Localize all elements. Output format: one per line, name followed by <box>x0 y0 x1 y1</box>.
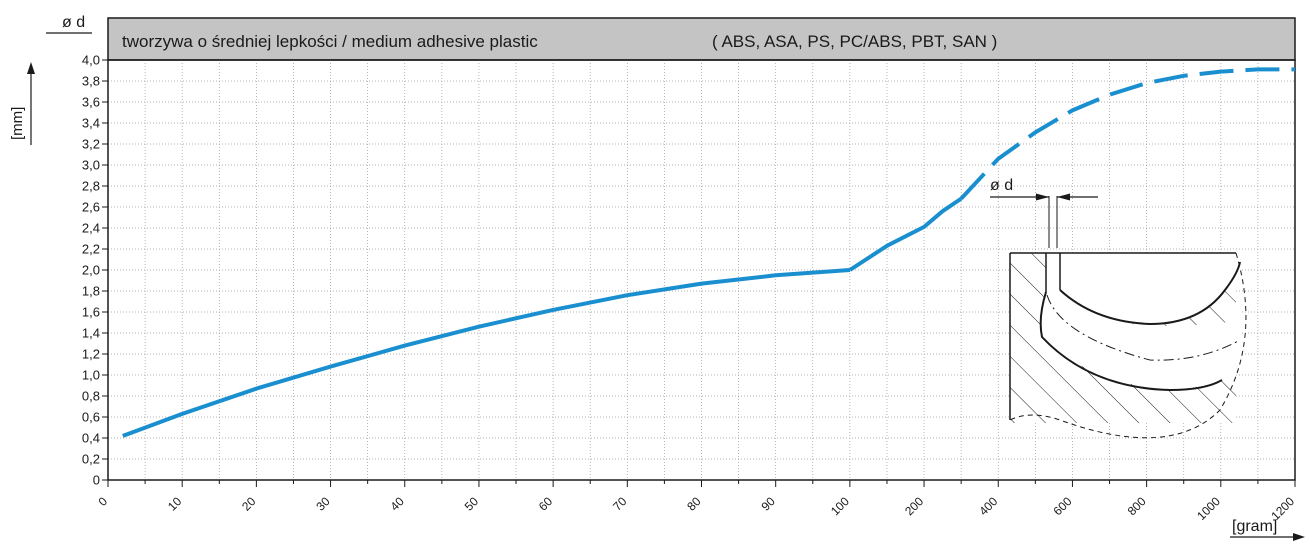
x-tick-label: 800 <box>1125 494 1149 518</box>
y-tick-label: 1,4 <box>82 326 100 341</box>
title-bar <box>107 17 1296 61</box>
chart-title: tworzywa o średniej lepkości / medium ad… <box>122 32 538 51</box>
y-tick-label: 4,0 <box>82 53 100 68</box>
x-axis-arrow <box>1230 533 1305 541</box>
x-tick-label: 40 <box>388 494 408 514</box>
y-tick-label: 0,6 <box>82 410 100 425</box>
x-tick-label: 200 <box>902 494 926 518</box>
grid <box>107 59 1296 481</box>
y-axis-label: [mm] <box>9 107 26 140</box>
x-axis-ticks: 0 10 20 30 40 50 60 70 80 90 100 200 400 600 800 1000 12… <box>95 480 1297 523</box>
x-tick-label: 50 <box>462 494 482 514</box>
inset-diameter-label: ø d <box>990 177 1013 194</box>
y-tick-label: 1,2 <box>82 347 100 362</box>
x-axis-label: [gram] <box>1232 518 1277 535</box>
y-tick-label: 0,2 <box>82 452 100 467</box>
x-tick-label: 90 <box>758 494 778 514</box>
y-axis-ticks: 0 0,2 0,4 0,6 0,8 1,0 1,2 1,4 1,6 1,8 2,0 2,2 2,4 2,6… <box>82 53 108 488</box>
x-tick-label: 10 <box>165 494 185 514</box>
y-tick-label: 3,2 <box>82 137 100 152</box>
y-axis-arrow <box>27 62 35 145</box>
series-line-3 <box>959 67 1295 200</box>
y-tick-label: 0,4 <box>82 431 100 446</box>
series-line-1 <box>122 268 851 438</box>
y-axis-top-label: ø d <box>62 14 85 31</box>
chart-subtitle: ( ABS, ASA, PS, PC/ABS, PBT, SAN ) <box>712 32 997 51</box>
y-tick-label: 2,0 <box>82 263 100 278</box>
y-tick-label: 3,6 <box>82 95 100 110</box>
x-tick-label: 0 <box>95 494 110 509</box>
nozzle-cross-section-drawing: ø d <box>990 177 1247 439</box>
x-tick-label: 20 <box>239 494 259 514</box>
y-tick-label: 3,8 <box>82 74 100 89</box>
x-tick-label: 70 <box>610 494 630 514</box>
x-tick-label: 100 <box>828 494 852 518</box>
plot-frame <box>107 59 1296 481</box>
series-group <box>122 67 1295 438</box>
x-tick-label: 60 <box>536 494 556 514</box>
y-tick-label: 2,6 <box>82 200 100 215</box>
series-line-2 <box>848 196 963 272</box>
x-tick-label: 1000 <box>1194 494 1223 523</box>
y-tick-label: 1,8 <box>82 284 100 299</box>
x-tick-label: 600 <box>1050 494 1074 518</box>
y-tick-label: 3,0 <box>82 158 100 173</box>
x-tick-label: 80 <box>684 494 704 514</box>
y-tick-label: 2,8 <box>82 179 100 194</box>
y-tick-label: 0,8 <box>82 389 100 404</box>
x-tick-label: 30 <box>313 494 333 514</box>
y-tick-label: 0 <box>93 473 100 488</box>
y-tick-label: 1,0 <box>82 368 100 383</box>
y-tick-label: 3,4 <box>82 116 100 131</box>
y-tick-label: 2,2 <box>82 242 100 257</box>
x-tick-label: 400 <box>976 494 1000 518</box>
y-tick-label: 1,6 <box>82 305 100 320</box>
y-tick-label: 2,4 <box>82 221 100 236</box>
